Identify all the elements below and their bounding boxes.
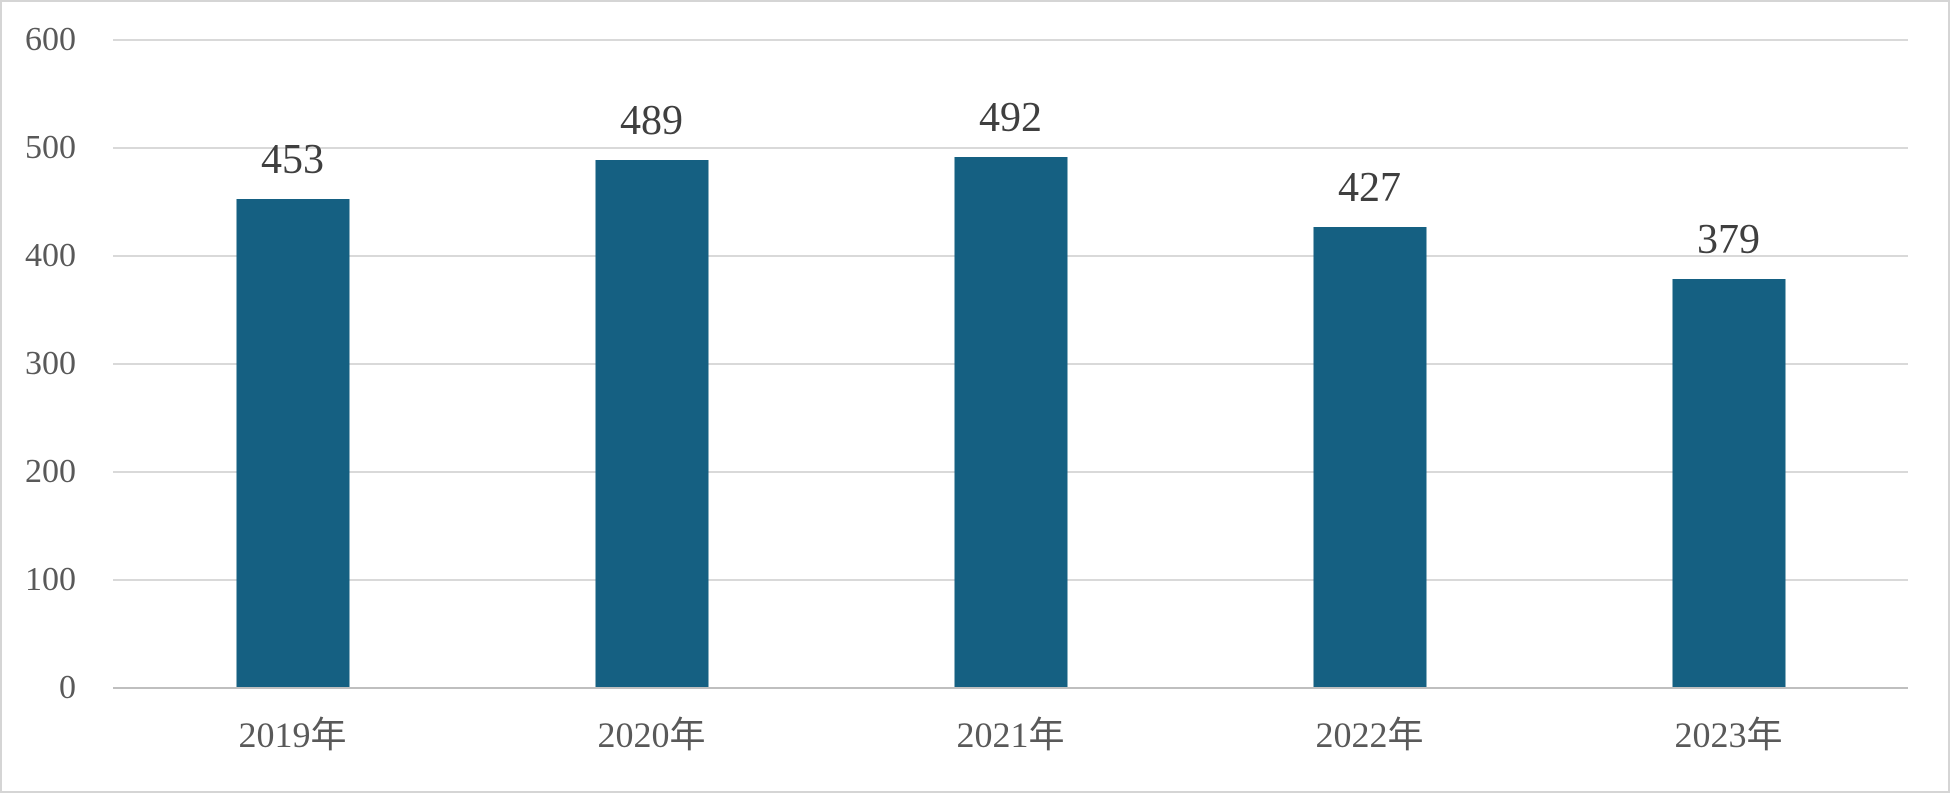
x-tick-label: 2021年 [956,715,1065,755]
y-tick-label: 100 [25,561,76,598]
y-tick-label: 600 [25,21,76,58]
y-tick-label: 0 [59,669,76,706]
bar-value-label: 489 [620,97,683,144]
x-tick-label: 2020年 [597,715,706,755]
bar-value-label: 492 [979,94,1042,141]
gridline [113,147,1908,149]
gridline [113,39,1908,41]
y-tick-label: 300 [25,345,76,382]
category-slot: 453 [113,40,472,688]
category-slot: 379 [1549,40,1908,688]
bar-value-label: 427 [1338,164,1401,211]
y-axis: 0 100 200 300 400 500 600 [2,2,76,791]
y-tick-label: 400 [25,237,76,274]
y-tick-label: 500 [25,129,76,166]
plot-area: 453 489 492 427 379 [113,39,1908,689]
x-tick-label: 2022年 [1315,715,1424,755]
x-tick-label: 2019年 [238,715,347,755]
bar [595,159,708,688]
x-axis-line [113,687,1908,689]
bar [1313,226,1426,688]
bar [236,198,349,688]
bar-value-label: 379 [1697,216,1760,263]
x-tick-label: 2023年 [1674,715,1783,755]
bar [954,156,1067,688]
bar-value-label: 453 [261,136,324,183]
x-axis: 2019年 2020年 2021年 2022年 2023年 [113,690,1908,790]
category-slot: 492 [831,40,1190,688]
category-slot: 427 [1190,40,1549,688]
bar [1672,278,1785,688]
y-tick-label: 200 [25,453,76,490]
category-slot: 489 [472,40,831,688]
